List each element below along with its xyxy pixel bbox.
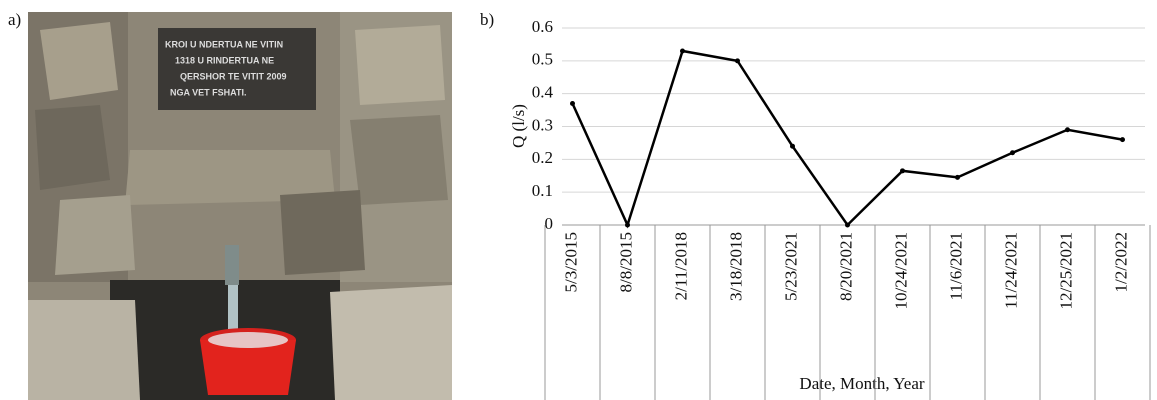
plaque-line: KROI U NDERTUA NE VITIN <box>165 39 283 49</box>
data-point <box>900 168 905 174</box>
y-tick-label: 0.6 <box>532 17 553 36</box>
plaque-line: NGA VET FSHATI. <box>170 87 247 97</box>
plaque-line: 1318 U RINDERTUA NE <box>175 55 274 65</box>
x-tick-label: 12/25/2021 <box>1056 232 1075 309</box>
data-point <box>1065 127 1070 133</box>
x-tick-label: 1/2/2022 <box>1111 232 1130 292</box>
x-tick-label: 11/6/2021 <box>946 232 965 300</box>
y-tick-label: 0.4 <box>532 83 554 102</box>
y-tick-label: 0.2 <box>532 148 553 167</box>
x-tick-label: 2/11/2018 <box>671 232 690 300</box>
y-tick-label: 0.5 <box>532 50 553 69</box>
x-tick-label: 8/20/2021 <box>836 232 855 301</box>
y-axis-label: Q (l/s) <box>509 104 528 148</box>
x-tick-label: 3/18/2018 <box>726 232 745 301</box>
panel-label: b) <box>480 10 494 29</box>
plaque-line: QERSHOR TE VITIT 2009 <box>180 71 287 81</box>
data-point <box>735 58 740 64</box>
y-tick-label: 0.1 <box>532 181 553 200</box>
data-point <box>790 143 795 149</box>
data-point <box>570 101 575 107</box>
panel-label: a) <box>8 10 21 29</box>
data-point <box>1010 150 1015 156</box>
data-point <box>680 48 685 54</box>
y-tick-label: 0.3 <box>532 115 553 134</box>
y-tick-label: 0 <box>545 214 554 233</box>
x-tick-label: 8/8/2015 <box>616 232 635 292</box>
x-tick-label: 11/24/2021 <box>1001 232 1020 309</box>
photo: KROI U NDERTUA NE VITIN 1318 U RINDERTUA… <box>28 12 452 400</box>
data-point <box>1120 137 1125 143</box>
data-point <box>955 174 960 180</box>
x-tick-label: 10/24/2021 <box>891 232 910 309</box>
x-tick-label: 5/23/2021 <box>781 232 800 301</box>
x-tick-label: 5/3/2015 <box>561 232 580 292</box>
data-line <box>571 49 1123 229</box>
data-point <box>845 222 850 228</box>
x-axis-label: Date, Month, Year <box>799 374 924 393</box>
data-point <box>625 222 630 228</box>
